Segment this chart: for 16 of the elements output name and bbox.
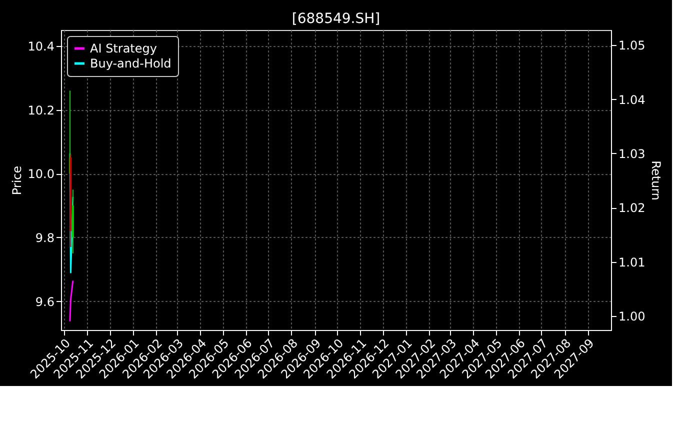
y2-tick-label: 1.02 bbox=[618, 201, 646, 216]
legend-label: AI Strategy bbox=[90, 42, 157, 56]
legend-label: Buy-and-Hold bbox=[90, 56, 172, 70]
y2-tick-label: 1.03 bbox=[618, 146, 646, 161]
y-tick-label: 10.2 bbox=[28, 103, 54, 118]
y2-axis-title: Return bbox=[649, 160, 664, 200]
y-tick-label: 9.8 bbox=[35, 230, 54, 245]
y-tick-label: 10.0 bbox=[28, 167, 54, 182]
y-tick-label: 9.6 bbox=[35, 294, 54, 309]
y2-tick-label: 1.04 bbox=[618, 92, 646, 107]
y-axis-title: Price bbox=[10, 166, 24, 196]
y-tick-label: 10.4 bbox=[28, 39, 54, 54]
chart-title: [688549.SH] bbox=[292, 11, 380, 27]
y2-tick-label: 1.05 bbox=[618, 38, 646, 53]
y2-tick-label: 1.00 bbox=[618, 309, 646, 324]
y2-tick-label: 1.01 bbox=[618, 255, 646, 270]
